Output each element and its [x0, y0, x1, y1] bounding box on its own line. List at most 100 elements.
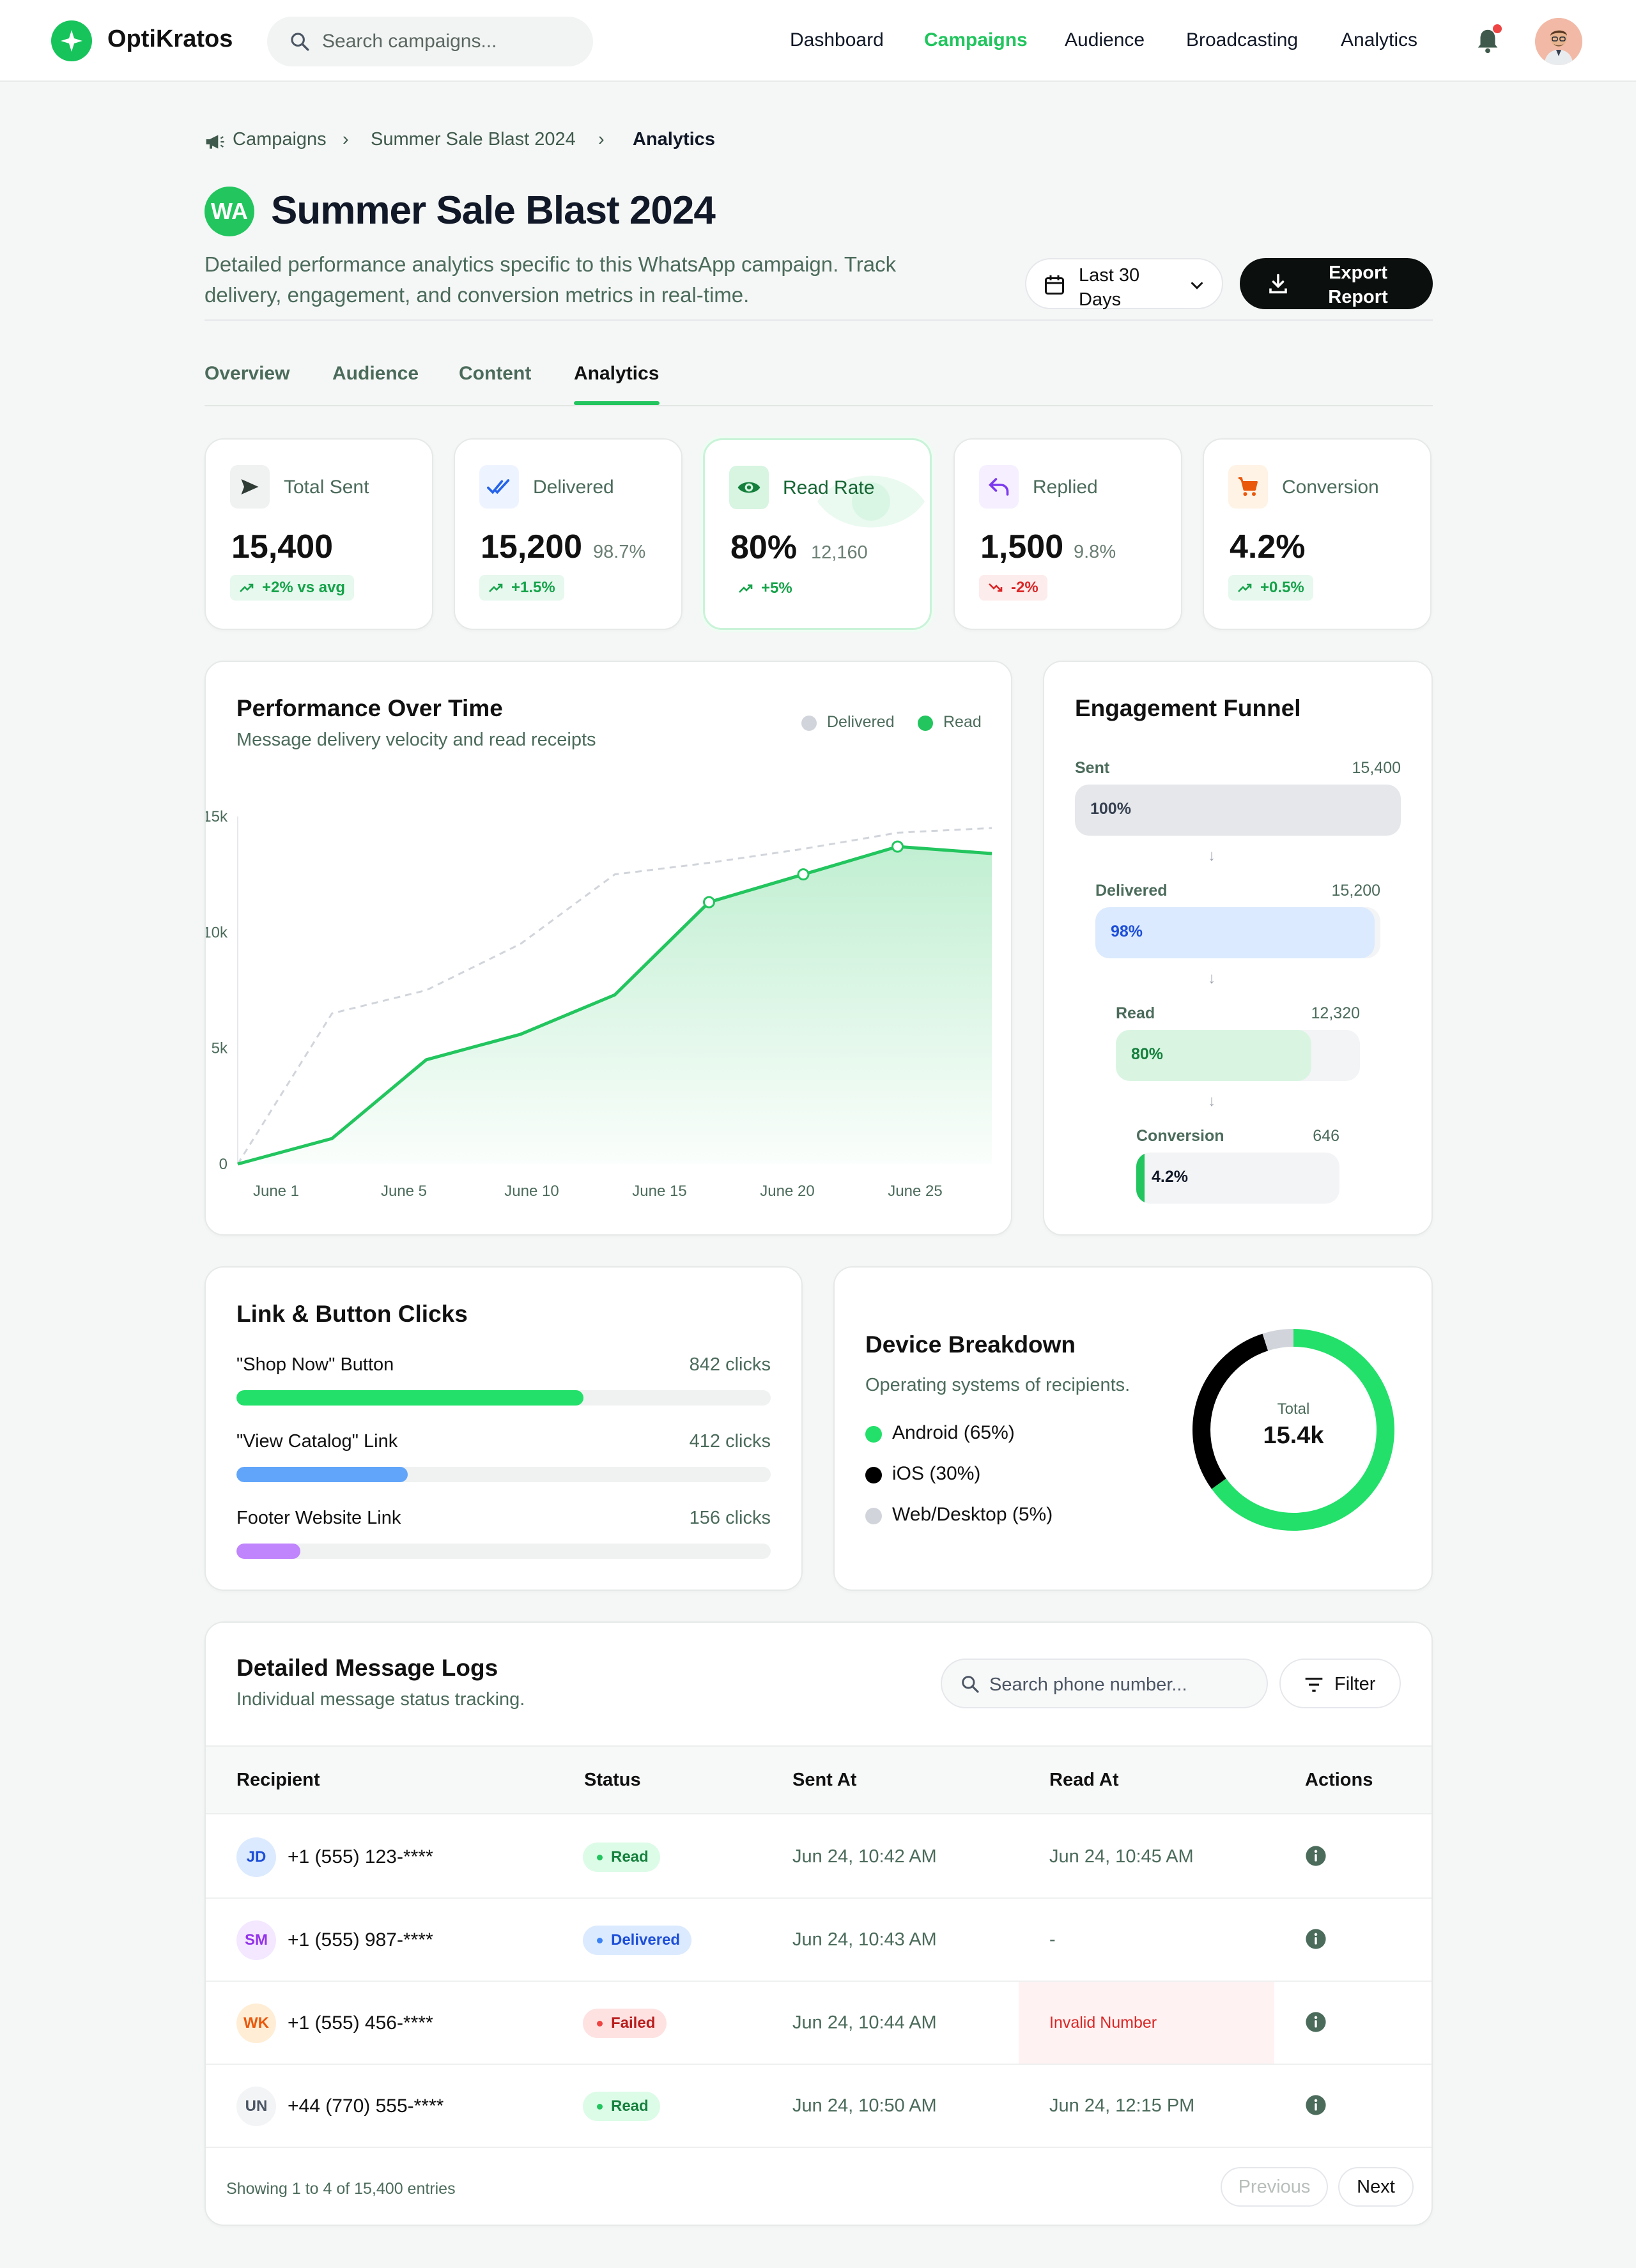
sent-at: Jun 24, 10:50 AM: [792, 2096, 937, 2116]
double-check-icon: [479, 465, 519, 509]
legend-label-delivered[interactable]: Delivered: [827, 713, 895, 731]
campaign-search-input[interactable]: [322, 29, 578, 54]
table-row[interactable]: JD +1 (555) 123-**** Read Jun 24, 10:42 AM J…: [206, 1816, 1432, 1899]
breadcrumb-campaign[interactable]: Summer Sale Blast 2024: [371, 129, 576, 149]
data-point[interactable]: [797, 868, 810, 881]
trend-up-icon: [240, 583, 254, 592]
tab-overview[interactable]: Overview: [204, 363, 290, 384]
sent-at: Jun 24, 10:42 AM: [792, 1846, 937, 1867]
column-header-status[interactable]: Status: [584, 1770, 641, 1790]
logs-subtitle: Individual message status tracking.: [236, 1689, 525, 1710]
series-line-read[interactable]: [237, 845, 992, 1166]
export-report-button[interactable]: Export Report: [1240, 258, 1433, 309]
user-avatar[interactable]: [1535, 18, 1582, 65]
tab-audience[interactable]: Audience: [332, 363, 419, 384]
filter-button[interactable]: Filter: [1279, 1659, 1401, 1708]
donut-slice[interactable]: [1192, 1329, 1394, 1531]
info-icon[interactable]: [1305, 1845, 1327, 1867]
legend-dot-read: [918, 716, 933, 731]
logo-sparkle-icon[interactable]: [51, 20, 92, 61]
x-tick-label: June 10: [504, 1183, 559, 1200]
tab-content[interactable]: Content: [459, 363, 532, 384]
bell-icon[interactable]: [1473, 26, 1502, 56]
breadcrumb-campaigns[interactable]: Campaigns: [233, 129, 327, 149]
data-point[interactable]: [891, 840, 904, 853]
arrow-down-icon: ↓: [1208, 1092, 1215, 1110]
funnel-fill-delivered: [1095, 907, 1375, 958]
x-tick-label: June 20: [760, 1183, 814, 1200]
status-badge: Read: [583, 1843, 660, 1872]
sent-at: Jun 24, 10:44 AM: [792, 2012, 937, 2033]
x-tick-label: June 1: [253, 1183, 299, 1200]
kpi-value: 80%: [730, 529, 798, 566]
status-label: Failed: [611, 2014, 656, 2032]
kpi-card-conversion: Conversion 4.2% +0.5%: [1203, 438, 1432, 630]
funnel-title: Engagement Funnel: [1075, 695, 1301, 721]
nav-link-analytics[interactable]: Analytics: [1341, 29, 1418, 50]
info-icon[interactable]: [1305, 1928, 1327, 1950]
donut-total-value: 15.4k: [1263, 1422, 1324, 1449]
table-row[interactable]: Invalid Number WK +1 (555) 456-**** Failed J…: [206, 1982, 1432, 2065]
kpi-trend-badge: +1.5%: [479, 575, 564, 601]
nav-link-broadcasting[interactable]: Broadcasting: [1186, 29, 1299, 50]
x-tick-label: June 15: [632, 1183, 686, 1200]
series-line-delivered[interactable]: [236, 827, 992, 1165]
column-header-recipient[interactable]: Recipient: [236, 1770, 320, 1790]
link-clicks-card: Link & Button Clicks "Shop Now" Button 8…: [204, 1266, 803, 1591]
status-badge: Read: [583, 2092, 660, 2121]
kpi-sub: 12,160: [811, 542, 868, 563]
kpi-trend-badge: -2%: [979, 575, 1047, 601]
kpi-card-read-rate: Read Rate 80% 12,160 +5%: [703, 438, 932, 630]
funnel-pct-delivered: 98%: [1111, 923, 1143, 940]
nav-link-dashboard[interactable]: Dashboard: [790, 29, 884, 50]
recipient-phone: +1 (555) 987-****: [288, 1929, 433, 1950]
info-icon[interactable]: [1305, 2011, 1327, 2033]
phone-search[interactable]: [941, 1659, 1268, 1708]
table-row[interactable]: SM +1 (555) 987-**** Delivered Jun 24, 10:4…: [206, 1899, 1432, 1982]
funnel-value-read: 12,320: [1311, 1004, 1360, 1022]
table-row[interactable]: UN +44 (770) 555-**** Read Jun 24, 10:50 AM…: [206, 2065, 1432, 2148]
funnel-bar-read[interactable]: 80%: [1116, 1030, 1360, 1081]
previous-page-button[interactable]: Previous: [1221, 2167, 1328, 2207]
kpi-change: +2% vs avg: [262, 579, 346, 596]
column-header-read-at[interactable]: Read At: [1049, 1770, 1119, 1790]
recipient-avatar: SM: [236, 1920, 276, 1960]
chevron-down-icon: [1191, 282, 1203, 289]
kpi-card-delivered: Delivered 15,200 98.7% +1.5%: [454, 438, 683, 630]
nav-link-campaigns[interactable]: Campaigns: [924, 29, 1028, 50]
funnel-bar-sent[interactable]: 100%: [1075, 785, 1401, 836]
campaign-tabs: Overview Audience Content Analytics: [204, 358, 1433, 406]
click-label: Footer Website Link: [236, 1508, 401, 1528]
funnel-bar-conversion[interactable]: 4.2%: [1136, 1153, 1339, 1204]
funnel-bar-delivered[interactable]: 98%: [1095, 907, 1380, 958]
phone-search-input[interactable]: [989, 1673, 1251, 1697]
nav-link-audience[interactable]: Audience: [1065, 29, 1145, 50]
y-tick-label: 5k: [212, 1040, 228, 1057]
legend-label-read[interactable]: Read: [943, 713, 982, 731]
y-tick-label: 10k: [206, 924, 228, 941]
chevron-right-icon: ›: [598, 129, 605, 149]
app-name[interactable]: OptiKratos: [107, 26, 233, 52]
read-at: Jun 24, 10:45 AM: [1049, 1846, 1194, 1867]
info-icon[interactable]: [1305, 2094, 1327, 2116]
next-page-button[interactable]: Next: [1338, 2167, 1414, 2207]
funnel-value-delivered: 15,200: [1331, 882, 1380, 900]
kpi-label: Replied: [1033, 477, 1098, 498]
read-at: -: [1049, 1929, 1056, 1950]
click-count: 156 clicks: [689, 1508, 771, 1528]
data-point[interactable]: [703, 896, 715, 908]
tab-analytics[interactable]: Analytics: [574, 363, 660, 384]
download-icon: [1269, 273, 1287, 294]
whatsapp-badge: WA: [204, 187, 254, 236]
date-range-select[interactable]: Last 30 Days: [1025, 258, 1223, 310]
column-header-sent-at[interactable]: Sent At: [792, 1770, 857, 1790]
performance-line-chart: 0 5k 10k 15k June 1 June 5 June 10 June 15 June …: [206, 808, 992, 1200]
search-icon: [291, 33, 309, 51]
kpi-value: 15,400: [231, 528, 334, 565]
campaign-search[interactable]: [267, 17, 593, 66]
status-dot: [597, 1938, 603, 1943]
engagement-funnel-card: Engagement Funnel Sent 15,400 100% ↓ Del…: [1043, 661, 1433, 1236]
x-tick-label: June 25: [888, 1183, 942, 1200]
donut-slice[interactable]: [1192, 1329, 1394, 1531]
legend-dot-delivered: [801, 716, 817, 731]
